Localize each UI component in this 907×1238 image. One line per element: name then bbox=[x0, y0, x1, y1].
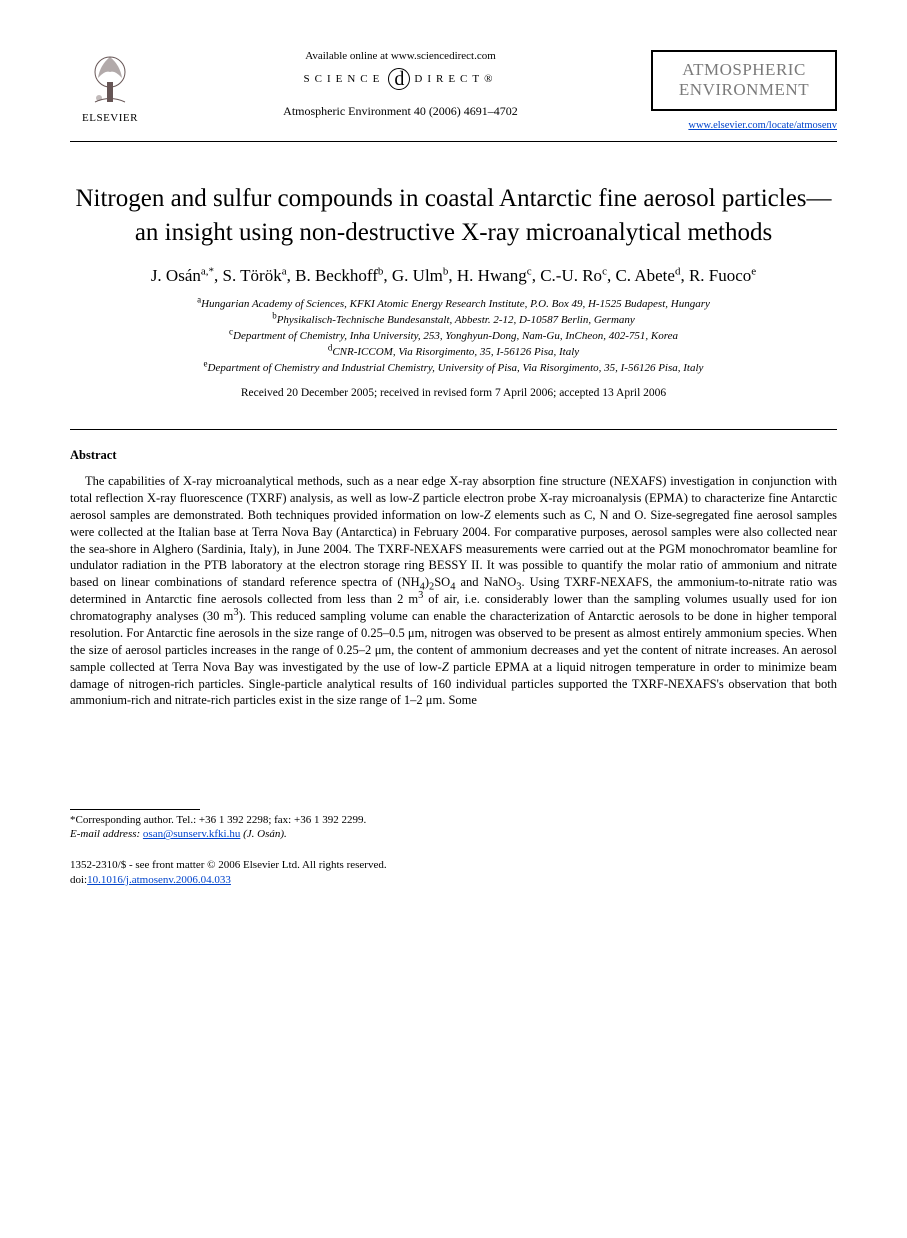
journal-url-link[interactable]: www.elsevier.com/locate/atmosenv bbox=[688, 120, 837, 131]
journal-title-line2: ENVIRONMENT bbox=[679, 80, 809, 99]
copyright-block: 1352-2310/$ - see front matter © 2006 El… bbox=[70, 858, 837, 887]
available-online-text: Available online at www.sciencedirect.co… bbox=[170, 50, 631, 62]
elsevier-tree-icon bbox=[80, 50, 140, 110]
header-rule bbox=[70, 141, 837, 142]
doi-line: doi:10.1016/j.atmosenv.2006.04.033 bbox=[70, 873, 837, 887]
email-link[interactable]: osan@sunserv.kfki.hu bbox=[143, 828, 240, 840]
journal-block: ATMOSPHERIC ENVIRONMENT www.elsevier.com… bbox=[651, 50, 837, 133]
elsevier-text: ELSEVIER bbox=[70, 112, 150, 124]
journal-title: ATMOSPHERIC ENVIRONMENT bbox=[659, 60, 829, 99]
journal-link-row: www.elsevier.com/locate/atmosenv bbox=[651, 115, 837, 133]
header-row: ELSEVIER Available online at www.science… bbox=[70, 50, 837, 133]
email-line: E-mail address: osan@sunserv.kfki.hu (J.… bbox=[70, 828, 837, 840]
sd-left: SCIENCE bbox=[304, 73, 385, 85]
sd-d-icon: d bbox=[388, 68, 410, 90]
doi-link[interactable]: 10.1016/j.atmosenv.2006.04.033 bbox=[87, 874, 231, 886]
email-author: (J. Osán). bbox=[243, 828, 287, 840]
footnote-rule bbox=[70, 809, 200, 810]
corresponding-author: *Corresponding author. Tel.: +36 1 392 2… bbox=[70, 814, 837, 826]
citation-line: Atmospheric Environment 40 (2006) 4691–4… bbox=[170, 104, 631, 119]
article-title: Nitrogen and sulfur compounds in coastal… bbox=[70, 182, 837, 250]
abstract-heading: Abstract bbox=[70, 448, 837, 463]
doi-prefix: doi: bbox=[70, 874, 87, 886]
section-rule bbox=[70, 429, 837, 430]
journal-title-box: ATMOSPHERIC ENVIRONMENT bbox=[651, 50, 837, 111]
abstract-body: The capabilities of X-ray microanalytica… bbox=[70, 473, 837, 709]
authors-list: J. Osána,*, S. Töröka, B. Beckhoffb, G. … bbox=[70, 264, 837, 288]
sd-right: DIRECT® bbox=[414, 73, 497, 85]
journal-title-line1: ATMOSPHERIC bbox=[682, 60, 806, 79]
article-dates: Received 20 December 2005; received in r… bbox=[70, 387, 837, 399]
affiliations-list: aHungarian Academy of Sciences, KFKI Ato… bbox=[70, 297, 837, 377]
article-page: ELSEVIER Available online at www.science… bbox=[0, 0, 907, 947]
email-label: E-mail address: bbox=[70, 828, 140, 840]
header-center: Available online at www.sciencedirect.co… bbox=[150, 50, 651, 119]
elsevier-logo-block: ELSEVIER bbox=[70, 50, 150, 124]
sciencedirect-logo: SCIENCE d DIRECT® bbox=[170, 68, 631, 90]
issn-copyright: 1352-2310/$ - see front matter © 2006 El… bbox=[70, 858, 837, 872]
footer-block: *Corresponding author. Tel.: +36 1 392 2… bbox=[70, 809, 837, 887]
